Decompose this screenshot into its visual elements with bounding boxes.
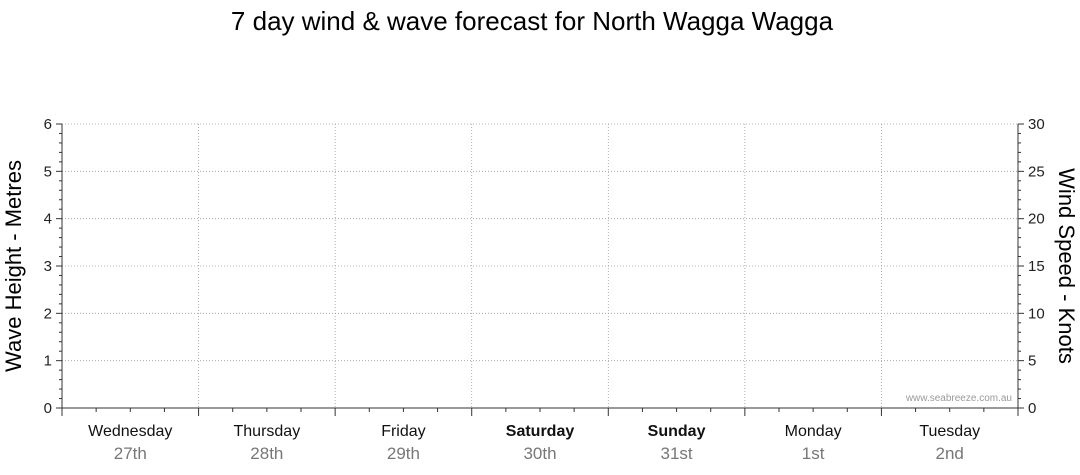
chart-title: 7 day wind & wave forecast for North Wag… <box>231 6 834 36</box>
y-axis-right-label: Wind Speed - Knots <box>1054 168 1079 364</box>
x-day-label: Saturday <box>506 423 575 440</box>
y-right-tick-label: 20 <box>1028 211 1045 228</box>
y-left-tick-label: 4 <box>44 211 52 228</box>
x-date-label: 2nd <box>936 444 964 463</box>
y-right-tick-label: 30 <box>1028 116 1045 133</box>
y-right-tick-label: 0 <box>1028 400 1036 417</box>
y-left-tick-label: 1 <box>44 353 52 370</box>
y-right-tick-label: 25 <box>1028 163 1045 180</box>
axes <box>56 123 1024 416</box>
x-day-label: Sunday <box>648 423 706 440</box>
y-left-tick-label: 2 <box>44 305 52 322</box>
x-day-label: Monday <box>785 423 842 440</box>
y-left-tick-label: 3 <box>44 258 52 275</box>
x-day-label: Tuesday <box>919 423 980 440</box>
y-right-tick-label: 15 <box>1028 258 1045 275</box>
x-day-label: Thursday <box>234 423 301 440</box>
x-day-label: Wednesday <box>88 423 172 440</box>
x-axis-day-labels: Wednesday 27th Thursday 28th Friday 29th Satur… <box>88 423 980 463</box>
y-left-tick-label: 6 <box>44 116 52 133</box>
y-right-tick-label: 5 <box>1028 353 1036 370</box>
x-day-label: Friday <box>381 423 425 440</box>
watermark: www.seabreeze.com.au <box>905 393 1012 404</box>
y-left-tick-label: 0 <box>44 400 52 417</box>
x-date-label: 30th <box>523 444 556 463</box>
x-date-label: 1st <box>802 444 825 463</box>
x-date-label: 28th <box>250 444 283 463</box>
gridlines <box>62 123 1018 408</box>
y-axis-left-label: Wave Height - Metres <box>1 160 26 372</box>
x-date-label: 31st <box>661 444 693 463</box>
y-axis-left-ticks: 0 1 2 3 4 5 6 <box>44 116 52 417</box>
y-right-tick-label: 10 <box>1028 305 1045 322</box>
x-date-label: 27th <box>114 444 147 463</box>
y-axis-right-ticks: 0 5 10 15 20 25 30 <box>1028 116 1045 417</box>
y-left-tick-label: 5 <box>44 163 52 180</box>
x-date-label: 29th <box>387 444 420 463</box>
